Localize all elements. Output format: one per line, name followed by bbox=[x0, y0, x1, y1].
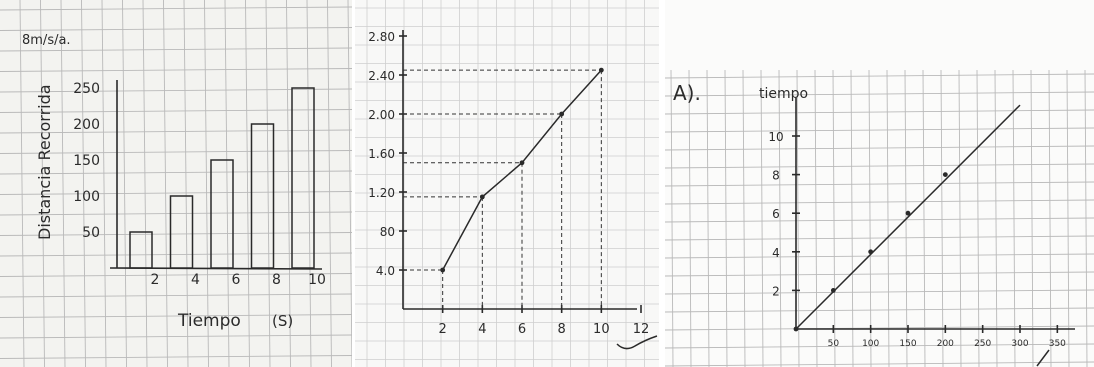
y-tick-label: 250 bbox=[73, 81, 100, 97]
y-tick-label: 8 bbox=[772, 169, 780, 183]
y-tick-label: 50 bbox=[82, 225, 100, 241]
y-tick-label: 1.20 bbox=[368, 186, 395, 200]
line-chart-panel: 4.0 80 1.20 1.60 2.00 2.40 2.80 2 4 6 8 10 12 bbox=[355, 0, 659, 367]
data-point bbox=[942, 172, 948, 178]
y-tick-label: 10 bbox=[768, 130, 783, 144]
grid bbox=[665, 69, 1094, 367]
x-tick-label: 8 bbox=[272, 272, 281, 288]
y-axis-label: Distancia Recorrida bbox=[35, 84, 54, 240]
series-line bbox=[795, 104, 1021, 330]
bar-chart-panel: 2 50 4 100 6 150 8 200 10 250 Distancia Recorrida 8… bbox=[0, 0, 352, 367]
line-chart: 4.0 80 1.20 1.60 2.00 2.40 2.80 2 4 6 8 10 12 bbox=[355, 0, 659, 367]
data-point bbox=[830, 288, 836, 293]
y-tick-label: 200 bbox=[73, 117, 100, 133]
bar bbox=[210, 159, 234, 269]
x-tick-label: 2 bbox=[151, 272, 160, 288]
y-tick-label: 2 bbox=[772, 284, 780, 298]
grid bbox=[355, 0, 659, 367]
y-tick-label: 80 bbox=[380, 225, 395, 239]
y-tick-label: 2.40 bbox=[368, 69, 395, 83]
y-tick-label: 100 bbox=[73, 189, 100, 205]
y-tick-label: 1.60 bbox=[368, 147, 395, 161]
y-tick-label: 4.0 bbox=[376, 264, 395, 278]
data-point bbox=[479, 194, 485, 200]
data-point bbox=[559, 111, 565, 117]
y-tick-label: 6 bbox=[772, 207, 780, 221]
bar bbox=[129, 231, 153, 269]
x-axis-label: Tiempo bbox=[177, 311, 241, 331]
data-point bbox=[905, 210, 911, 216]
data-point bbox=[793, 326, 799, 332]
grid bbox=[0, 0, 352, 367]
bar bbox=[250, 123, 275, 269]
bar bbox=[291, 87, 315, 269]
x-tick-label: 100 bbox=[862, 339, 879, 349]
x-tick-label: 6 bbox=[232, 272, 241, 288]
y-tick-label: 2.80 bbox=[368, 30, 395, 44]
checkmark-scribble bbox=[616, 335, 658, 350]
pen-stroke bbox=[1036, 349, 1050, 367]
x-tick-label: 10 bbox=[593, 322, 610, 337]
x-tick-label: 150 bbox=[899, 339, 916, 349]
x-tick-label: 250 bbox=[974, 339, 991, 349]
y-tick-label: 2.00 bbox=[368, 108, 395, 122]
x-tick-label: 6 bbox=[518, 322, 526, 337]
data-point bbox=[440, 267, 446, 273]
x-tick-label: 200 bbox=[937, 339, 954, 349]
x-tick-label: 8 bbox=[558, 322, 566, 337]
linear-chart-panel: 2 4 6 8 10 50 100 150 200 250 300 350 A). tiempo bbox=[665, 0, 1094, 367]
x-tick-label: 10 bbox=[308, 272, 326, 288]
linear-chart: 2 4 6 8 10 50 100 150 200 250 300 350 A). tiempo bbox=[665, 69, 1094, 367]
y-axis-label: tiempo bbox=[759, 86, 808, 102]
panel-label: A). bbox=[673, 81, 701, 105]
data-point bbox=[519, 160, 525, 166]
bar bbox=[169, 195, 194, 269]
y-axis-unit-label: 8m/s/a. bbox=[22, 33, 71, 48]
x-tick-label: 350 bbox=[1049, 339, 1066, 349]
data-point bbox=[868, 249, 874, 255]
x-tick-label: 300 bbox=[1011, 339, 1028, 349]
x-tick-label: 4 bbox=[191, 272, 200, 288]
x-tick-label: 4 bbox=[478, 322, 486, 337]
y-tick-label: 4 bbox=[772, 246, 780, 260]
x-tick-label: 12 bbox=[633, 322, 650, 337]
x-tick-label: 2 bbox=[439, 322, 447, 337]
y-tick-label: 150 bbox=[73, 153, 100, 169]
x-tick-label: 50 bbox=[828, 339, 840, 349]
data-point bbox=[598, 67, 604, 73]
x-axis-unit: (S) bbox=[272, 312, 293, 330]
